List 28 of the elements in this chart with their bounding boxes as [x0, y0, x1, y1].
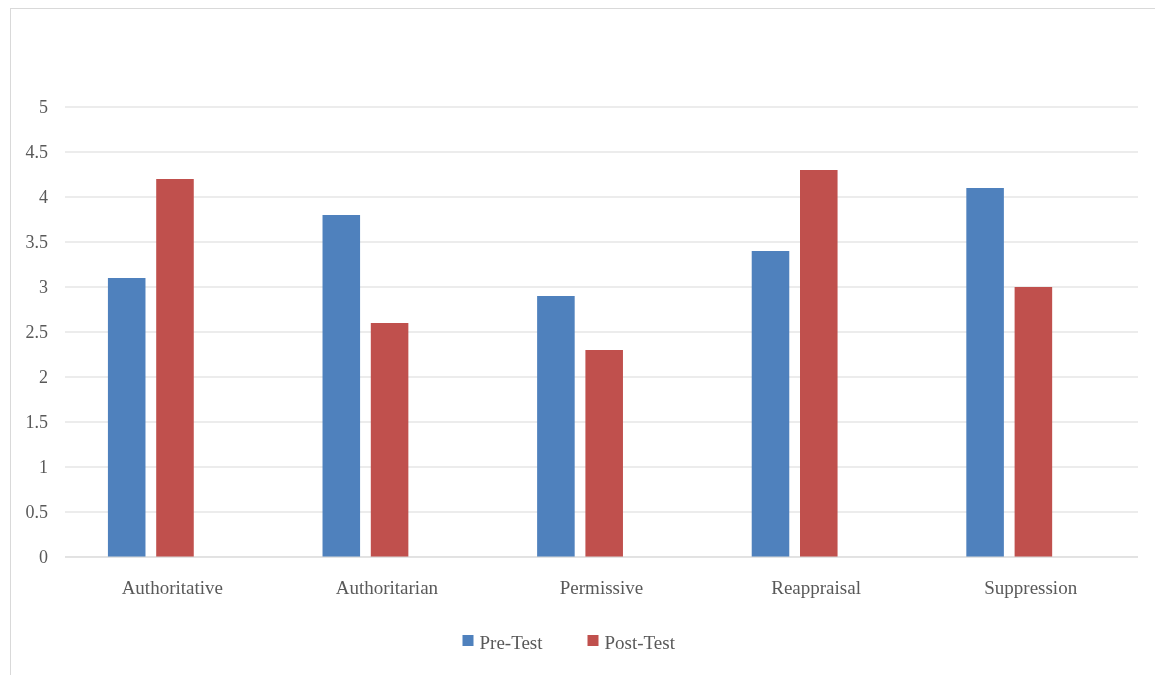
y-tick-label: 0 — [39, 547, 48, 568]
bar — [107, 278, 146, 557]
y-tick-label: 2 — [39, 367, 48, 388]
y-tick-label: 1.5 — [25, 412, 48, 433]
y-tick-label: 3 — [39, 277, 48, 298]
bar — [1014, 287, 1053, 557]
bar — [966, 188, 1004, 557]
bar — [585, 350, 623, 557]
legend-label: Post-Test — [604, 631, 676, 653]
y-tick-label: 4 — [39, 187, 48, 208]
bar — [537, 296, 575, 557]
x-tick-label: Authoritative — [121, 577, 223, 598]
bar — [751, 251, 790, 557]
legend-label: Pre-Test — [479, 631, 544, 653]
y-tick-label: 1 — [39, 457, 48, 478]
x-tick-label: Permissive — [559, 577, 644, 598]
x-tick-label: Authoritarian — [335, 577, 439, 598]
y-tick-label: 5 — [39, 97, 48, 118]
bar — [370, 323, 409, 557]
x-tick-label: Reappraisal — [771, 577, 861, 598]
bar — [156, 179, 194, 557]
x-tick-label: Suppression — [984, 577, 1078, 598]
y-tick-label: 3.5 — [25, 232, 48, 253]
y-tick-label: 2.5 — [25, 322, 48, 343]
y-tick-label: 0.5 — [25, 502, 48, 523]
y-tick-label: 4.5 — [25, 142, 48, 163]
bar — [800, 170, 838, 557]
bar — [322, 215, 361, 557]
